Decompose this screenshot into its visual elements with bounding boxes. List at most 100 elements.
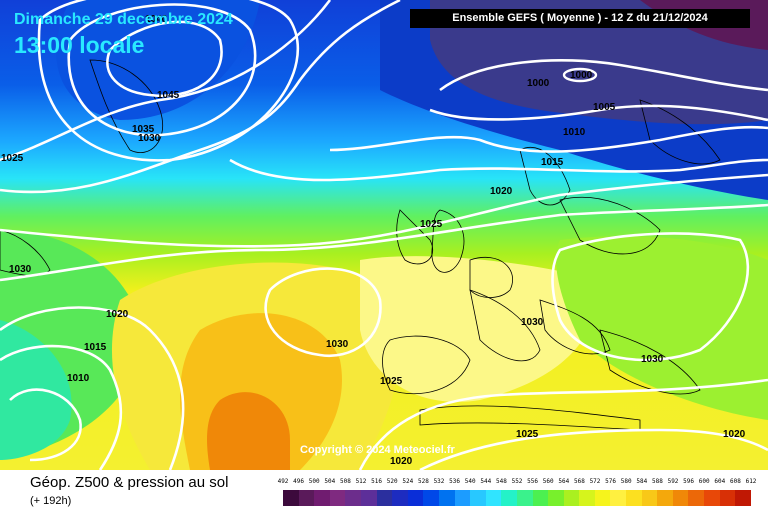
isobar-label: 1030: [138, 133, 161, 144]
scale-swatch: [610, 490, 627, 506]
isobar-label: 1025: [380, 376, 403, 387]
scale-swatch: [298, 490, 315, 506]
weather-map: 1040 1045 1035 1030 1025 1000 1000 1005 …: [0, 0, 768, 470]
scale-swatch: [579, 490, 595, 506]
scale-swatch: [688, 490, 705, 506]
model-run-info: Ensemble GEFS ( Moyenne ) - 12 Z du 21/1…: [410, 9, 750, 28]
isobar-label: 1005: [593, 102, 616, 113]
scale-label: 536: [449, 478, 461, 485]
scale-label: 608: [729, 478, 741, 485]
scale-swatch: [423, 490, 439, 506]
scale-label: 596: [683, 478, 695, 485]
scale-swatch: [704, 490, 720, 506]
scale-swatch: [719, 490, 736, 506]
scale-swatch: [329, 490, 346, 506]
isobar-label: 1030: [521, 317, 544, 328]
scale-label: 532: [433, 478, 445, 485]
scale-label: 512: [355, 478, 367, 485]
scale-swatch: [563, 490, 580, 506]
isobar-label: 1010: [67, 373, 90, 384]
scale-label: 496: [293, 478, 305, 485]
scale-label: 600: [698, 478, 710, 485]
scale-swatch: [283, 490, 299, 506]
scale-label: 516: [371, 478, 383, 485]
isobar-label: 1030: [641, 354, 664, 365]
color-scale: 492 496 500 504 508 512 516 520 524 528 532 536 540 5…: [278, 478, 757, 506]
isobar-label: 1025: [1, 153, 24, 164]
scale-label: 528: [417, 478, 429, 485]
scale-label: 560: [542, 478, 554, 485]
scale-label: 572: [589, 478, 601, 485]
scale-label: 612: [745, 478, 757, 485]
scale-label: 492: [277, 478, 289, 485]
scale-swatch: [407, 490, 424, 506]
scale-swatch: [314, 490, 330, 506]
scale-swatch: [454, 490, 471, 506]
scale-swatch: [501, 490, 517, 506]
isobar-label: 1015: [84, 342, 107, 353]
scale-swatch: [672, 490, 689, 506]
isobar-labels: 1040 1045 1035 1030 1025 1000 1000 1005 …: [1, 14, 746, 467]
isobar-label: 1010: [563, 127, 586, 138]
color-scale-labels: 492 496 500 504 508 512 516 520 524 528 532 536 540 5…: [278, 478, 757, 488]
scale-label: 564: [558, 478, 570, 485]
scale-label: 584: [636, 478, 648, 485]
scale-swatch: [532, 490, 549, 506]
isobar-label: 1020: [490, 186, 513, 197]
scale-label: 520: [386, 478, 398, 485]
scale-swatch: [485, 490, 502, 506]
isobar-label: 1020: [390, 456, 413, 467]
forecast-time: 13:00 locale: [14, 32, 145, 58]
scale-swatch: [657, 490, 673, 506]
scale-label: 556: [527, 478, 539, 485]
scale-label: 540: [464, 478, 476, 485]
scale-label: 576: [605, 478, 617, 485]
scale-swatch: [438, 490, 455, 506]
scale-swatch: [626, 490, 642, 506]
ridge-peak-zone: [207, 392, 290, 470]
scale-swatch: [392, 490, 408, 506]
scale-label: 548: [495, 478, 507, 485]
forecast-date: Dimanche 29 decembre 2024: [14, 11, 233, 28]
scale-label: 580: [620, 478, 632, 485]
isobar-label: 1000: [570, 70, 593, 81]
scale-label: 588: [651, 478, 663, 485]
isobar-label: 1020: [106, 309, 129, 320]
scale-swatch: [594, 490, 611, 506]
scale-swatch: [376, 490, 393, 506]
color-scale-bar: [283, 490, 751, 506]
copyright: Copyright © 2024 Meteociel.fr: [300, 444, 455, 456]
scale-label: 544: [480, 478, 492, 485]
scale-swatch: [516, 490, 533, 506]
forecast-range: (+ 192h): [30, 495, 72, 507]
scale-swatch: [548, 490, 564, 506]
isobar-label: 1020: [723, 429, 746, 440]
isobar-label: 1035: [132, 124, 155, 135]
isobar-label: 1025: [420, 219, 443, 230]
isobar-label: 1030: [9, 264, 32, 275]
scale-swatch: [470, 490, 486, 506]
iberia-zone: [360, 256, 600, 402]
isobar-label: 1030: [326, 339, 349, 350]
scale-label: 592: [667, 478, 679, 485]
map-title: Géop. Z500 & pression au sol: [30, 474, 229, 491]
isobar-label: 1045: [157, 90, 180, 101]
scale-swatch: [345, 490, 361, 506]
isobar-label: 1015: [541, 157, 564, 168]
isobar-label: 1025: [516, 429, 539, 440]
scale-label: 504: [324, 478, 336, 485]
scale-swatch: [735, 490, 751, 506]
east-europe-zone: [556, 236, 768, 420]
isobar-ring: [562, 67, 598, 83]
scale-label: 524: [402, 478, 414, 485]
isobars: [0, 0, 768, 470]
isobar-label: 1000: [527, 78, 550, 89]
scale-label: 552: [511, 478, 523, 485]
scale-label: 500: [308, 478, 320, 485]
scale-label: 604: [714, 478, 726, 485]
scale-swatch: [641, 490, 658, 506]
isobar-label: 1040: [145, 14, 168, 25]
scale-label: 568: [573, 478, 585, 485]
scale-swatch: [360, 490, 377, 506]
scale-label: 508: [339, 478, 351, 485]
